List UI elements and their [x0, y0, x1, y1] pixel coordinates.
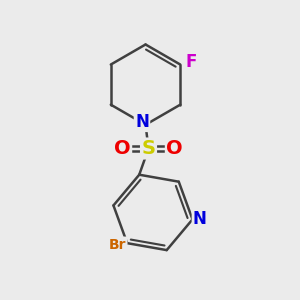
Text: O: O: [114, 139, 131, 158]
Text: F: F: [186, 53, 197, 71]
Text: N: N: [135, 113, 149, 131]
Text: N: N: [193, 210, 207, 228]
Text: S: S: [142, 139, 155, 158]
Text: O: O: [167, 139, 183, 158]
Text: Br: Br: [109, 238, 126, 252]
